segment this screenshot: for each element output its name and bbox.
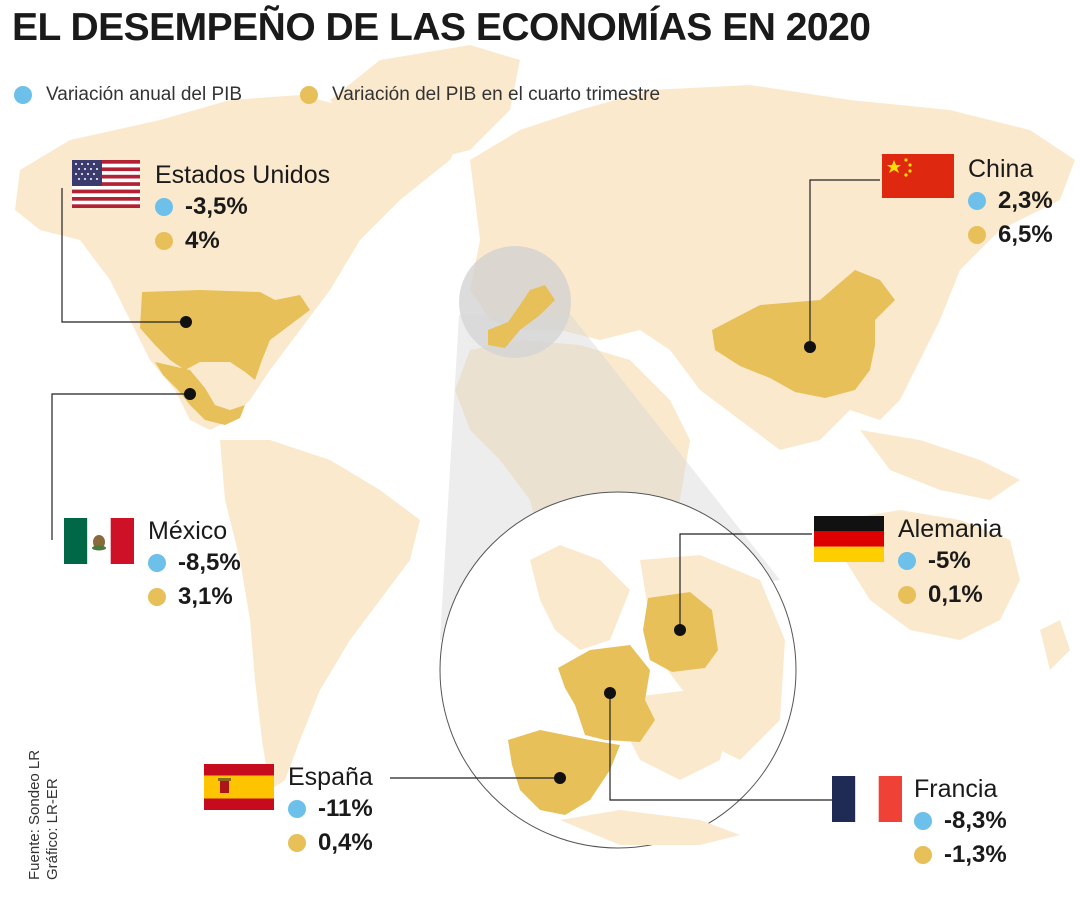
spain-annual-value: -11% xyxy=(318,795,373,822)
germany-flag-icon xyxy=(814,516,884,562)
china-shape xyxy=(712,270,895,398)
legend-annual-dot xyxy=(14,86,32,104)
spain-q4-dot xyxy=(288,834,306,852)
spain-dot xyxy=(554,772,566,784)
china-annual-value: 2,3% xyxy=(998,187,1053,214)
germany-annual-value: -5% xyxy=(928,547,971,574)
usa-name: Estados Unidos xyxy=(155,161,331,189)
china-flag-icon xyxy=(882,154,954,198)
mexico-annual-dot xyxy=(148,554,166,572)
source-line-2: Gráfico: LR-ER xyxy=(44,778,61,880)
legend-q4-dot xyxy=(300,86,318,104)
mexico-flag-icon xyxy=(64,518,134,564)
legend-q4: Variación del PIB en el cuarto trimestre xyxy=(300,84,660,106)
leader-lines xyxy=(51,179,880,801)
usa-q4-value: 4% xyxy=(185,227,220,254)
china-name: China xyxy=(968,155,1034,183)
source-note: Fuente: Sondeo LR Gráfico: LR-ER xyxy=(26,750,62,880)
spain-flag-icon xyxy=(204,764,274,810)
germany-q4-value: 0,1% xyxy=(928,581,983,608)
usa-dot xyxy=(180,316,192,328)
mexico-q4-value: 3,1% xyxy=(178,583,233,610)
usa-annual-dot xyxy=(155,198,173,216)
china-dot xyxy=(804,341,816,353)
germany-dot xyxy=(674,624,686,636)
land-se-asia xyxy=(860,430,1020,500)
legend-annual-label: Variación anual del PIB xyxy=(46,84,243,105)
spain-annual-dot xyxy=(288,800,306,818)
spain-shape xyxy=(508,730,620,815)
france-q4-value: -1,3% xyxy=(944,841,1007,868)
china-callout: China 2,3% 6,5% xyxy=(968,154,1053,252)
source-line-1: Fuente: Sondeo LR xyxy=(26,749,43,880)
legend-annual: Variación anual del PIB xyxy=(14,84,242,106)
china-leader xyxy=(809,179,880,347)
china-annual-dot xyxy=(968,192,986,210)
land-greenland xyxy=(330,45,520,160)
spain-callout: España -11% 0,4% xyxy=(288,762,373,860)
france-dot xyxy=(604,687,616,699)
germany-leader xyxy=(679,533,812,630)
france-q4-dot xyxy=(914,846,932,864)
france-flag-icon xyxy=(832,776,902,822)
usa-callout: Estados Unidos -3,5% 4% xyxy=(155,160,330,258)
germany-callout: Alemania -5% 0,1% xyxy=(898,514,1002,612)
legend-q4-label: Variación del PIB en el cuarto trimestre xyxy=(332,84,661,105)
france-callout: Francia -8,3% -1,3% xyxy=(914,774,1007,872)
land-south-america xyxy=(220,440,420,790)
zoom-source-europe xyxy=(488,285,555,348)
page-title: EL DESEMPEÑO DE LAS ECONOMÍAS EN 2020 xyxy=(12,6,871,49)
location-dots xyxy=(180,316,816,784)
france-leader xyxy=(609,693,838,801)
usa-q4-dot xyxy=(155,232,173,250)
mexico-annual-value: -8,5% xyxy=(178,549,241,576)
germany-q4-dot xyxy=(898,586,916,604)
germany-name: Alemania xyxy=(898,515,1003,543)
mexico-callout: México -8,5% 3,1% xyxy=(148,516,241,614)
china-q4-value: 6,5% xyxy=(998,221,1053,248)
zoom-source-circle xyxy=(459,246,571,358)
usa-flag-icon xyxy=(72,160,140,208)
usa-annual-value: -3,5% xyxy=(185,193,248,220)
spain-name: España xyxy=(288,763,373,791)
mexico-leader xyxy=(51,393,190,540)
mexico-name: México xyxy=(148,517,228,545)
spain-q4-value: 0,4% xyxy=(318,829,373,856)
mexico-q4-dot xyxy=(148,588,166,606)
france-annual-value: -8,3% xyxy=(944,807,1007,834)
land-new-zealand xyxy=(1040,620,1070,670)
mexico-shape xyxy=(155,362,245,425)
china-q4-dot xyxy=(968,226,986,244)
usa-leader xyxy=(61,188,186,323)
mexico-dot xyxy=(184,388,196,400)
land-australia xyxy=(840,510,1020,640)
france-name: Francia xyxy=(914,775,998,803)
usa-shape xyxy=(140,290,310,380)
germany-annual-dot xyxy=(898,552,916,570)
france-annual-dot xyxy=(914,812,932,830)
